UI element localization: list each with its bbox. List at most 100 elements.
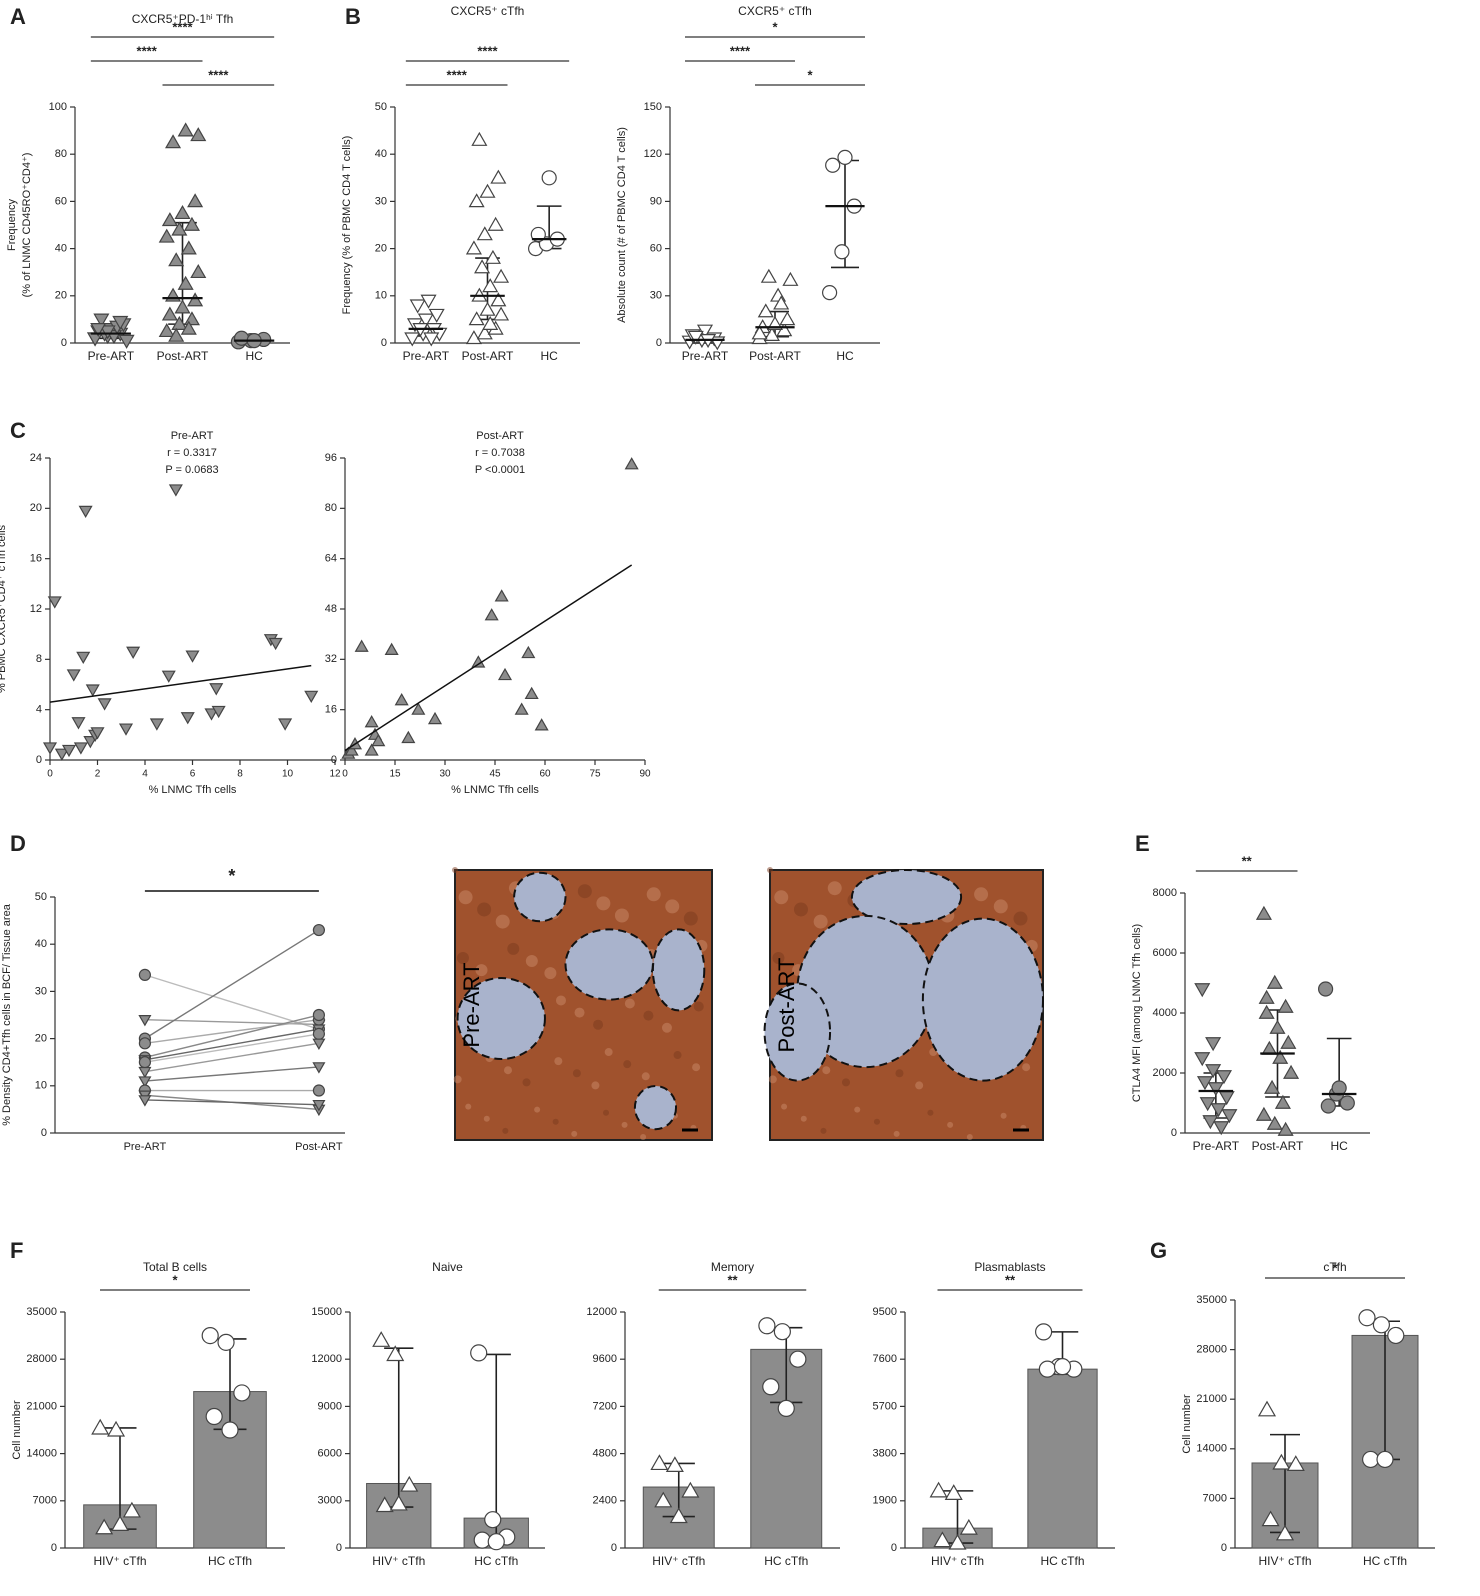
point (470, 1344, 488, 1362)
y-tick-label: 48 (325, 603, 337, 615)
tissue-texture (793, 902, 808, 917)
point (411, 702, 426, 715)
annotation: Pre-ART (171, 430, 214, 442)
point (180, 712, 195, 725)
point (209, 683, 224, 696)
point (1283, 1064, 1300, 1079)
y-tick-label: 2000 (1153, 1067, 1177, 1079)
tissue-texture (781, 1103, 788, 1110)
point (1257, 1400, 1277, 1417)
point (1286, 1455, 1305, 1471)
y-tick-label: 64 (325, 553, 337, 565)
point (763, 326, 780, 341)
y-tick-label: 30 (35, 985, 47, 997)
y-tick-label: 9500 (873, 1306, 897, 1318)
y-tick-label: 10 (375, 290, 387, 302)
point (782, 271, 799, 286)
point (948, 1533, 967, 1550)
point (479, 183, 496, 198)
panel-title: CXCR5⁺ cTfh (451, 4, 525, 18)
point (138, 1095, 152, 1107)
pair-line (144, 929, 320, 1040)
significance-label: * (172, 1272, 178, 1287)
point (54, 748, 69, 761)
y-tick-label: 9000 (318, 1400, 342, 1412)
significance-label: ** (1242, 853, 1253, 868)
y-axis-label: Frequency (6, 199, 18, 251)
point (487, 1533, 505, 1551)
point (126, 646, 141, 659)
point (149, 718, 164, 731)
point (112, 315, 129, 330)
tissue-texture (1000, 1112, 1007, 1119)
tissue-texture (1022, 1063, 1031, 1072)
panel-title: Total B cells (143, 1260, 207, 1274)
significance-label: ** (1005, 1272, 1016, 1287)
tissue-texture (458, 890, 473, 905)
point (404, 332, 421, 347)
fit-line (49, 664, 312, 703)
significance-label: * (807, 67, 813, 82)
point (73, 742, 88, 755)
point (161, 306, 178, 321)
point (389, 1494, 408, 1511)
tissue-texture (507, 942, 520, 955)
point (312, 1027, 325, 1040)
y-tick-label: 0 (656, 337, 662, 349)
panel-title: cTfh (1323, 1260, 1346, 1274)
y-axis-label: (% of LNMC CD45RO⁺CD4⁺) (21, 153, 33, 298)
point (138, 968, 151, 981)
y-tick-label: 0 (41, 1127, 47, 1139)
x-tick-label: Pre-ART (1193, 1139, 1240, 1153)
panel-letter: C (10, 418, 26, 443)
point (490, 292, 507, 307)
x-tick-label: 8 (237, 769, 243, 780)
tissue-texture (774, 890, 789, 905)
point (183, 216, 200, 231)
x-tick-label: Pre-ART (403, 349, 450, 363)
point (834, 244, 850, 260)
y-tick-label: 6000 (318, 1448, 342, 1460)
point (312, 1008, 325, 1022)
y-axis-label: CTLA4 MFI (among LNMC Tfh cells) (1131, 924, 1143, 1102)
tissue-texture (554, 1057, 563, 1066)
y-tick-label: 20 (35, 1033, 47, 1045)
y-tick-label: 14000 (1196, 1443, 1227, 1455)
point (514, 702, 529, 715)
image-label: Pre-ART (459, 962, 484, 1047)
y-tick-label: 0 (1221, 1542, 1227, 1554)
point (47, 596, 62, 609)
x-tick-label: Pre-ART (124, 1141, 167, 1153)
point (66, 669, 81, 682)
point (465, 240, 482, 255)
point (304, 690, 319, 704)
y-tick-label: 0 (891, 1542, 897, 1554)
point (1255, 905, 1272, 920)
point (1034, 1323, 1053, 1341)
point (1320, 1098, 1336, 1114)
point (312, 1062, 326, 1074)
tissue-texture (596, 896, 611, 911)
tissue-texture (915, 1081, 924, 1090)
annotation: r = 0.7038 (475, 447, 525, 459)
y-tick-label: 80 (55, 148, 67, 160)
point (1194, 983, 1211, 998)
annotation: P = 0.0683 (165, 464, 218, 476)
point (138, 1076, 152, 1088)
panel-title: Naive (432, 1260, 463, 1274)
point (364, 715, 379, 728)
y-tick-label: 0 (36, 754, 42, 766)
tissue-texture (640, 1133, 647, 1140)
significance-label: **** (137, 43, 158, 58)
point (1264, 1079, 1281, 1094)
tissue-texture (947, 1121, 954, 1128)
point (122, 1501, 141, 1518)
point (1376, 1450, 1394, 1469)
y-tick-label: 12000 (586, 1306, 617, 1318)
y-tick-label: 0 (1171, 1127, 1177, 1139)
point (118, 334, 135, 349)
point (1272, 1453, 1291, 1470)
point (773, 1323, 791, 1341)
x-tick-label: 30 (439, 769, 451, 780)
point (468, 311, 485, 326)
